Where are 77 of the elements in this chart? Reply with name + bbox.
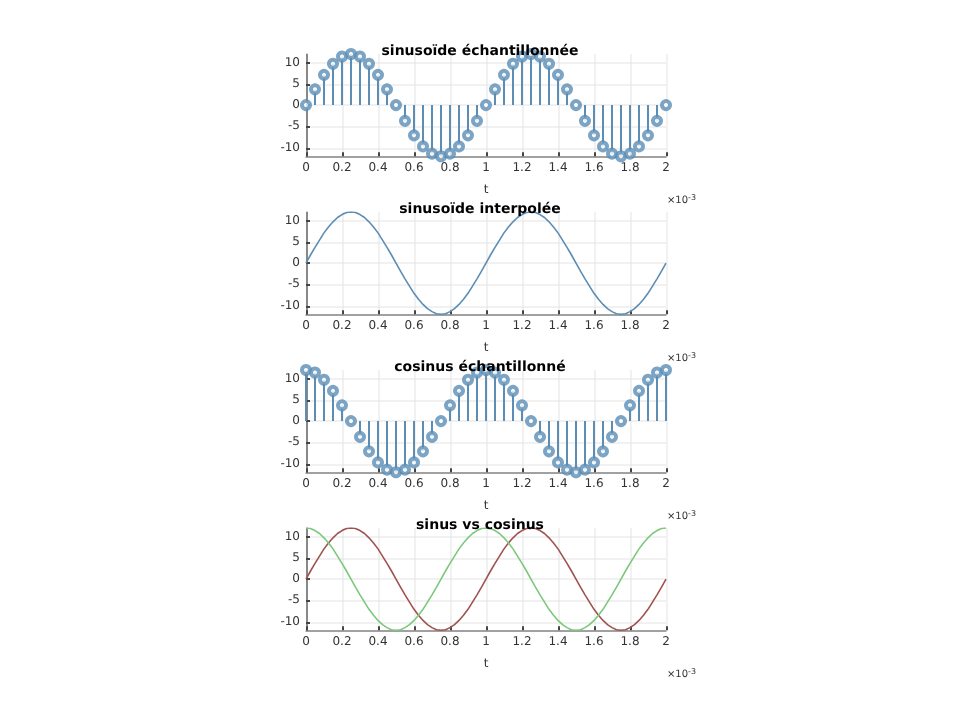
point xyxy=(624,399,636,412)
point xyxy=(498,373,510,386)
point xyxy=(651,114,663,127)
point xyxy=(318,68,330,81)
point xyxy=(435,150,447,163)
point xyxy=(417,445,429,458)
point xyxy=(534,430,546,443)
point xyxy=(381,463,393,476)
point xyxy=(570,99,582,112)
point xyxy=(426,147,438,160)
point xyxy=(552,456,564,469)
point xyxy=(300,99,312,112)
point xyxy=(624,147,636,160)
point xyxy=(435,415,447,428)
point xyxy=(498,68,510,81)
point xyxy=(354,50,366,63)
point xyxy=(372,456,384,469)
point xyxy=(444,147,456,160)
point xyxy=(363,57,375,70)
point xyxy=(615,150,627,163)
point xyxy=(462,373,474,386)
point xyxy=(381,83,393,96)
point xyxy=(444,399,456,412)
point xyxy=(363,445,375,458)
point xyxy=(570,466,582,479)
point xyxy=(579,463,591,476)
point xyxy=(507,57,519,70)
point xyxy=(309,83,321,96)
point xyxy=(606,147,618,160)
point xyxy=(408,456,420,469)
point xyxy=(606,430,618,443)
point xyxy=(345,415,357,428)
point xyxy=(390,466,402,479)
point xyxy=(336,50,348,63)
point xyxy=(327,384,339,397)
point xyxy=(345,48,357,60)
point xyxy=(309,366,321,379)
point xyxy=(543,57,555,70)
point xyxy=(615,415,627,428)
point xyxy=(453,140,465,153)
point xyxy=(417,140,429,153)
line-series xyxy=(305,527,667,631)
point xyxy=(543,445,555,458)
point xyxy=(489,83,501,96)
point xyxy=(597,140,609,153)
point xyxy=(471,114,483,127)
point xyxy=(300,364,312,376)
point xyxy=(561,463,573,476)
point xyxy=(633,384,645,397)
point xyxy=(642,373,654,386)
point xyxy=(651,366,663,379)
point xyxy=(660,99,672,112)
point xyxy=(561,83,573,96)
point xyxy=(579,114,591,127)
point xyxy=(552,68,564,81)
point xyxy=(354,430,366,443)
point xyxy=(588,129,600,142)
point xyxy=(633,140,645,153)
point xyxy=(336,399,348,412)
point xyxy=(399,463,411,476)
point xyxy=(426,430,438,443)
point xyxy=(597,445,609,458)
point xyxy=(372,68,384,81)
point xyxy=(318,373,330,386)
point xyxy=(462,129,474,142)
point xyxy=(660,364,672,376)
point xyxy=(642,129,654,142)
point xyxy=(327,57,339,70)
point xyxy=(399,114,411,127)
point xyxy=(516,399,528,412)
point xyxy=(525,415,537,428)
point xyxy=(453,384,465,397)
point xyxy=(588,456,600,469)
point xyxy=(507,384,519,397)
point xyxy=(480,99,492,112)
point xyxy=(408,129,420,142)
point xyxy=(390,99,402,112)
